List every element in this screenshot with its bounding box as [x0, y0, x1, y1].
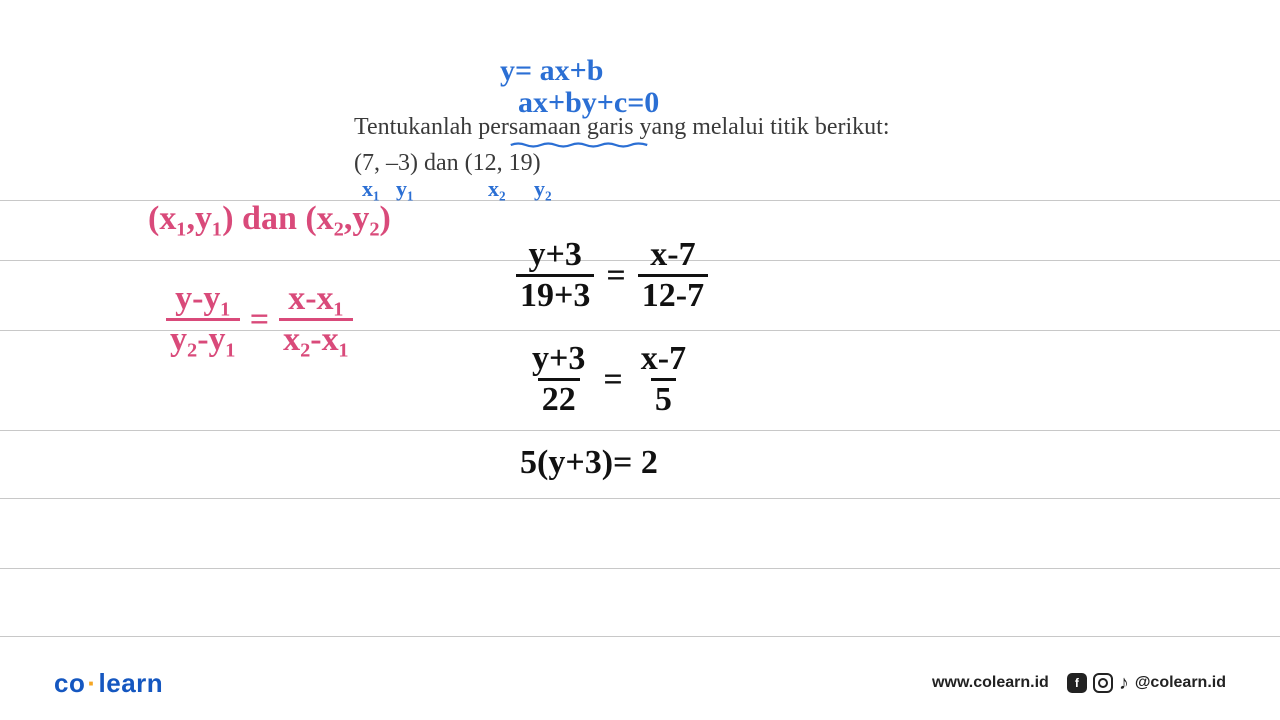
tiktok-icon: ♪	[1119, 672, 1129, 695]
ruled-line	[0, 636, 1280, 637]
ruled-line	[0, 568, 1280, 569]
ruled-line	[0, 498, 1280, 499]
social-handle: @colearn.id	[1135, 674, 1226, 692]
formula-eq: =	[250, 301, 269, 339]
logo-dot: ·	[87, 668, 96, 698]
s2-right-num: x-7	[637, 342, 690, 378]
formula-right-num: x-x₁	[284, 282, 348, 318]
label-x1: x₁	[362, 176, 380, 202]
s1-left-den: 19+3	[516, 274, 594, 313]
work-step-3: 5(y+3)= 2	[520, 444, 658, 482]
ruled-line	[0, 430, 1280, 431]
given-points: (7, –3) dan (12, 19)	[354, 150, 541, 177]
social-icons: f ♪ @colearn.id	[1067, 672, 1226, 695]
s1-right-num: x-7	[646, 238, 699, 274]
s2-eq: =	[603, 361, 622, 399]
work-step-2: y+3 22 = x-7 5	[528, 342, 690, 417]
s1-left-num: y+3	[525, 238, 586, 274]
question-text: Tentukanlah persamaan garis yang melalui…	[354, 114, 890, 141]
label-y2: y₂	[534, 176, 552, 202]
s1-right-den: 12-7	[638, 274, 708, 313]
logo-learn: learn	[99, 668, 164, 698]
work-step-1: y+3 19+3 = x-7 12-7	[516, 238, 708, 313]
two-point-formula: y-y₁ y₂-y₁ = x-x₁ x₂-x₁	[166, 282, 353, 357]
footer-url: www.colearn.id	[932, 674, 1049, 692]
s2-right-den: 5	[651, 378, 676, 417]
colearn-logo: co·learn	[54, 668, 163, 699]
label-y1: y₁	[396, 176, 414, 202]
s2-left-num: y+3	[528, 342, 589, 378]
instagram-icon	[1093, 673, 1113, 693]
footer: co·learn www.colearn.id f ♪ @colearn.id	[0, 660, 1280, 720]
formula-right-den: x₂-x₁	[279, 318, 353, 357]
formula-left-den: y₂-y₁	[166, 318, 240, 357]
label-x2: x₂	[488, 176, 506, 202]
s1-eq: =	[606, 257, 625, 295]
facebook-icon: f	[1067, 673, 1087, 693]
logo-co: co	[54, 668, 85, 698]
pink-points-notation: (x₁,y₁) dan (x₂,y₂)	[148, 200, 391, 238]
formula-left-num: y-y₁	[171, 282, 235, 318]
footer-right: www.colearn.id f ♪ @colearn.id	[932, 672, 1226, 695]
s2-left-den: 22	[538, 378, 580, 417]
underline-wavy	[488, 142, 670, 148]
eq-slope-intercept: y= ax+b	[500, 54, 603, 88]
